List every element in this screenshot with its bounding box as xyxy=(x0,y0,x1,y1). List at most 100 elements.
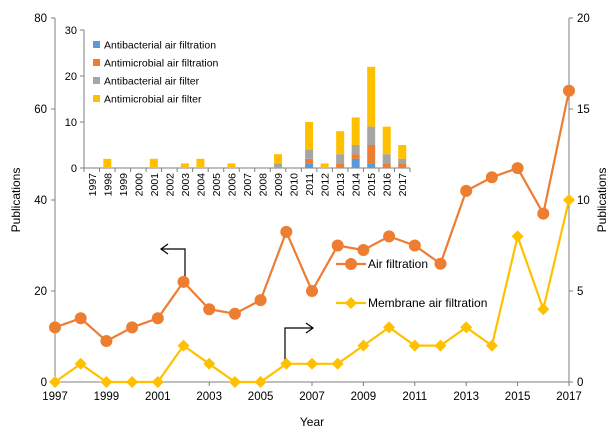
y-tick-label-right: 0 xyxy=(577,377,583,389)
inset-x-tick-label: 2017 xyxy=(397,173,409,197)
data-point-membrane-air-filtration xyxy=(100,376,113,388)
data-point-air-filtration xyxy=(408,239,421,252)
inset-x-tick-label: 2007 xyxy=(242,173,254,197)
data-point-air-filtration xyxy=(485,171,498,184)
inset-x-tick-label: 2004 xyxy=(195,173,207,197)
legend-label-membrane-air-filtration: Membrane air filtration xyxy=(368,296,487,310)
bar-antimicrobial-air-filter xyxy=(367,66,376,127)
data-point-air-filtration xyxy=(306,285,318,297)
inset-legend-label-antibacterial-air-filtration: Antibacterial air filtration xyxy=(104,40,216,52)
data-point-air-filtration xyxy=(228,307,241,320)
bar-antimicrobial-air-filter xyxy=(196,158,205,168)
inset-x-tick-label: 2015 xyxy=(366,173,378,197)
y-axis-title-right: Publications xyxy=(595,168,609,233)
bar-antibacterial-air-filter xyxy=(367,126,376,145)
x-tick-label: 2003 xyxy=(196,391,222,403)
data-point-membrane-air-filtration xyxy=(228,376,241,388)
main-legend: Air filtration Membrane air filtration xyxy=(336,257,487,310)
data-point-membrane-air-filtration xyxy=(408,339,421,352)
data-point-air-filtration xyxy=(357,244,370,257)
data-point-air-filtration xyxy=(383,230,396,243)
inset-x-tick-label: 1999 xyxy=(118,173,130,197)
data-point-membrane-air-filtration xyxy=(306,357,318,370)
x-tick-label: 2009 xyxy=(351,391,377,403)
y-tick-label-right: 10 xyxy=(577,195,590,207)
bar-antimicrobial-air-filter xyxy=(320,163,329,168)
bar-antimicrobial-air-filtration xyxy=(398,163,407,168)
data-point-membrane-air-filtration xyxy=(151,376,164,388)
data-point-air-filtration xyxy=(177,275,190,288)
legend-marker-air-filtration xyxy=(345,258,357,270)
inset-legend-label-antimicrobial-air-filter: Antimicrobial air filter xyxy=(104,94,202,106)
inset-y-tick-label: 30 xyxy=(65,25,77,37)
data-point-air-filtration xyxy=(49,321,61,334)
inset-legend-label-antibacterial-air-filter: Antibacterial air filter xyxy=(104,76,200,88)
inset-x-tick-label: 2002 xyxy=(164,173,176,197)
inset-x-tick-label: 2006 xyxy=(226,173,238,197)
inset-bars xyxy=(103,66,407,168)
inset-y-tick-label: 20 xyxy=(65,71,77,83)
data-point-membrane-air-filtration xyxy=(331,357,344,370)
data-point-air-filtration xyxy=(331,239,344,252)
inset-x-tick-label: 2005 xyxy=(211,173,223,197)
x-axis-title: Year xyxy=(300,415,324,429)
bar-antimicrobial-air-filter xyxy=(351,117,360,145)
data-point-air-filtration xyxy=(537,207,550,220)
bar-antimicrobial-air-filter xyxy=(227,163,236,168)
bar-antimicrobial-air-filtration xyxy=(367,145,376,164)
x-tick-label: 2007 xyxy=(299,391,325,403)
x-tick-label: 2013 xyxy=(453,391,479,403)
data-point-air-filtration xyxy=(434,257,447,270)
inset-legend-swatch-antimicrobial-air-filtration xyxy=(93,59,100,66)
data-point-membrane-air-filtration xyxy=(460,321,473,334)
y-tick-label-left: 40 xyxy=(34,195,47,207)
y-tick-label-left: 0 xyxy=(41,377,47,389)
legend-label-air-filtration: Air filtration xyxy=(368,257,428,271)
inset-x-tick-label: 2009 xyxy=(273,173,285,197)
bar-antimicrobial-air-filter xyxy=(180,163,189,168)
data-point-membrane-air-filtration xyxy=(254,376,267,388)
y-tick-label-right: 20 xyxy=(577,13,590,25)
bar-antibacterial-air-filter xyxy=(336,154,345,164)
y-tick-label-right: 15 xyxy=(577,104,590,116)
bar-antimicrobial-air-filter xyxy=(149,158,158,168)
x-tick-label: 2011 xyxy=(402,391,427,403)
data-point-membrane-air-filtration xyxy=(383,321,396,334)
x-tick-label: 2001 xyxy=(145,391,171,403)
inset-legend-swatch-antibacterial-air-filtration xyxy=(93,41,100,48)
bar-antibacterial-air-filter xyxy=(382,154,391,164)
data-point-membrane-air-filtration xyxy=(177,339,190,352)
bar-antimicrobial-air-filter xyxy=(305,122,314,150)
data-point-membrane-air-filtration xyxy=(434,339,447,352)
left-axis-arrow xyxy=(162,248,186,283)
inset-legend-swatch-antibacterial-air-filter xyxy=(93,77,100,84)
inset-legend-swatch-antimicrobial-air-filter xyxy=(93,95,100,102)
bar-antimicrobial-air-filtration xyxy=(351,154,360,159)
data-point-air-filtration xyxy=(460,184,473,197)
main-lines xyxy=(49,84,575,388)
x-tick-label: 1997 xyxy=(42,391,68,403)
data-point-membrane-air-filtration xyxy=(485,339,498,352)
data-point-membrane-air-filtration xyxy=(49,376,61,388)
bar-antimicrobial-air-filtration xyxy=(305,158,314,164)
bar-antimicrobial-air-filter xyxy=(274,154,283,164)
data-point-membrane-air-filtration xyxy=(357,339,370,352)
bar-antibacterial-air-filtration xyxy=(367,163,376,168)
legend-marker-membrane-air-filtration xyxy=(345,297,357,309)
inset-legend-label-antimicrobial-air-filtration: Antimicrobial air filtration xyxy=(104,58,219,70)
data-point-air-filtration xyxy=(563,84,575,97)
inset-legend: Antibacterial air filtration Antimicrobia… xyxy=(93,40,219,106)
data-point-membrane-air-filtration xyxy=(74,357,87,370)
inset-x-tick-label: 2011 xyxy=(304,173,316,196)
inset-x-tick-label: 2000 xyxy=(133,173,145,197)
right-axis-arrow xyxy=(284,327,312,360)
bar-antimicrobial-air-filter xyxy=(336,131,345,155)
x-tick-label: 2017 xyxy=(556,391,582,403)
inset-background xyxy=(56,18,414,200)
bar-antimicrobial-air-filter xyxy=(398,145,407,159)
inset-y-tick-label: 10 xyxy=(65,117,77,129)
data-point-air-filtration xyxy=(280,225,293,238)
inset-x-tick-label: 2008 xyxy=(258,173,270,197)
